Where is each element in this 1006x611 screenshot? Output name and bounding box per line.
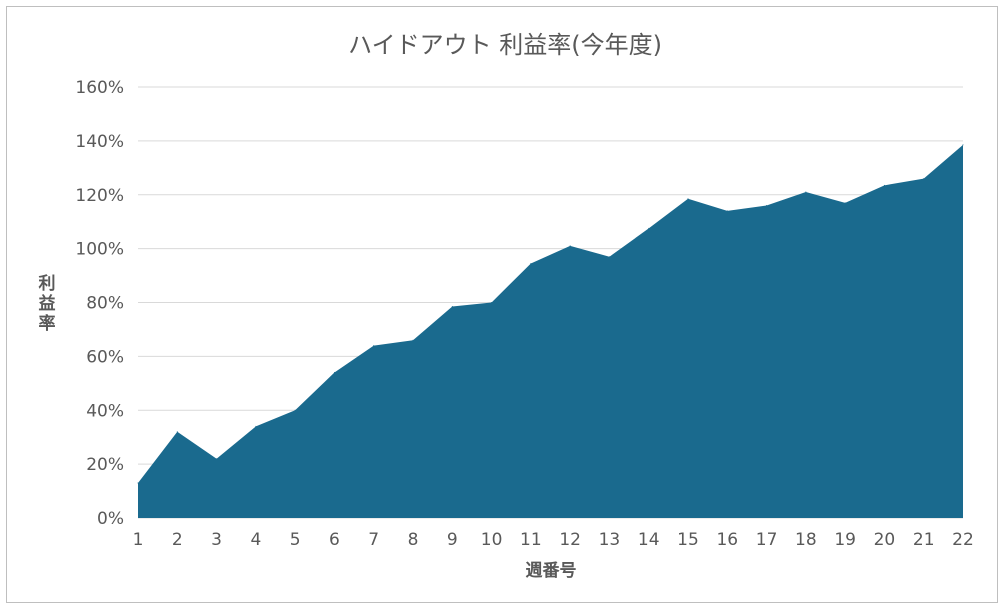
data-point — [491, 302, 493, 303]
y-tick-label: 60% — [86, 347, 124, 367]
x-tick-label: 17 — [756, 530, 778, 550]
x-tick-label: 5 — [290, 530, 301, 550]
chart-title: ハイドアウト 利益率(今年度) — [348, 31, 662, 59]
x-axis-label: 週番号 — [526, 561, 577, 581]
data-point — [608, 256, 610, 258]
data-point — [137, 482, 139, 484]
data-point — [569, 245, 571, 247]
x-tick-label: 16 — [716, 530, 738, 550]
x-tick-label: 13 — [599, 530, 621, 550]
data-point — [648, 227, 650, 229]
x-tick-label: 11 — [520, 530, 542, 550]
y-axis-label-char: 益 — [39, 293, 56, 314]
x-tick-label: 4 — [250, 530, 261, 550]
x-tick-label: 10 — [481, 530, 503, 550]
x-tick-label: 21 — [913, 530, 935, 550]
y-tick-label: 0% — [97, 509, 124, 529]
x-tick-label: 14 — [638, 530, 660, 550]
x-tick-label: 20 — [874, 530, 896, 550]
y-tick-label: 140% — [75, 132, 124, 152]
x-tick-label: 12 — [559, 530, 581, 550]
data-point — [294, 409, 296, 411]
data-point — [844, 202, 846, 204]
y-tick-label: 40% — [86, 401, 124, 421]
y-tick-label: 160% — [75, 78, 124, 98]
y-axis-ticks: 0% 20% 40% 60% 80% 100% 120% 140% 160% — [75, 78, 124, 529]
y-axis-label-char: 利 — [39, 273, 56, 294]
data-point — [255, 425, 257, 427]
y-axis-label: 利益率 — [39, 273, 56, 334]
data-point — [923, 178, 925, 180]
data-point — [412, 339, 414, 341]
x-tick-label: 2 — [172, 530, 183, 550]
x-tick-label: 6 — [329, 530, 340, 550]
y-tick-label: 20% — [86, 455, 124, 475]
area-series — [137, 144, 964, 518]
data-point — [530, 262, 532, 264]
area-fill — [138, 144, 963, 518]
data-point — [883, 184, 885, 186]
data-point — [962, 144, 964, 146]
y-axis-label-char: 率 — [39, 313, 56, 334]
data-point — [805, 191, 807, 193]
x-tick-label: 8 — [408, 530, 419, 550]
x-tick-label: 22 — [952, 530, 974, 550]
data-point — [176, 431, 178, 433]
data-point — [687, 198, 689, 200]
data-point — [451, 306, 453, 308]
y-tick-label: 100% — [75, 240, 124, 260]
x-tick-label: 15 — [677, 530, 699, 550]
x-tick-label: 7 — [368, 530, 379, 550]
data-point — [726, 210, 728, 212]
x-tick-label: 1 — [133, 530, 144, 550]
data-point — [373, 345, 375, 347]
x-axis-ticks: 1 2 3 4 5 6 7 8 9 10 11 12 13 14 15 16 17 18 19 20 21 22 — [133, 530, 974, 550]
data-point — [766, 205, 768, 207]
data-point — [333, 372, 335, 374]
x-tick-label: 18 — [795, 530, 817, 550]
data-point — [216, 458, 218, 460]
x-tick-label: 19 — [834, 530, 856, 550]
y-tick-label: 80% — [86, 294, 124, 314]
x-tick-label: 9 — [447, 530, 458, 550]
y-tick-label: 120% — [75, 186, 124, 206]
x-tick-label: 3 — [211, 530, 222, 550]
